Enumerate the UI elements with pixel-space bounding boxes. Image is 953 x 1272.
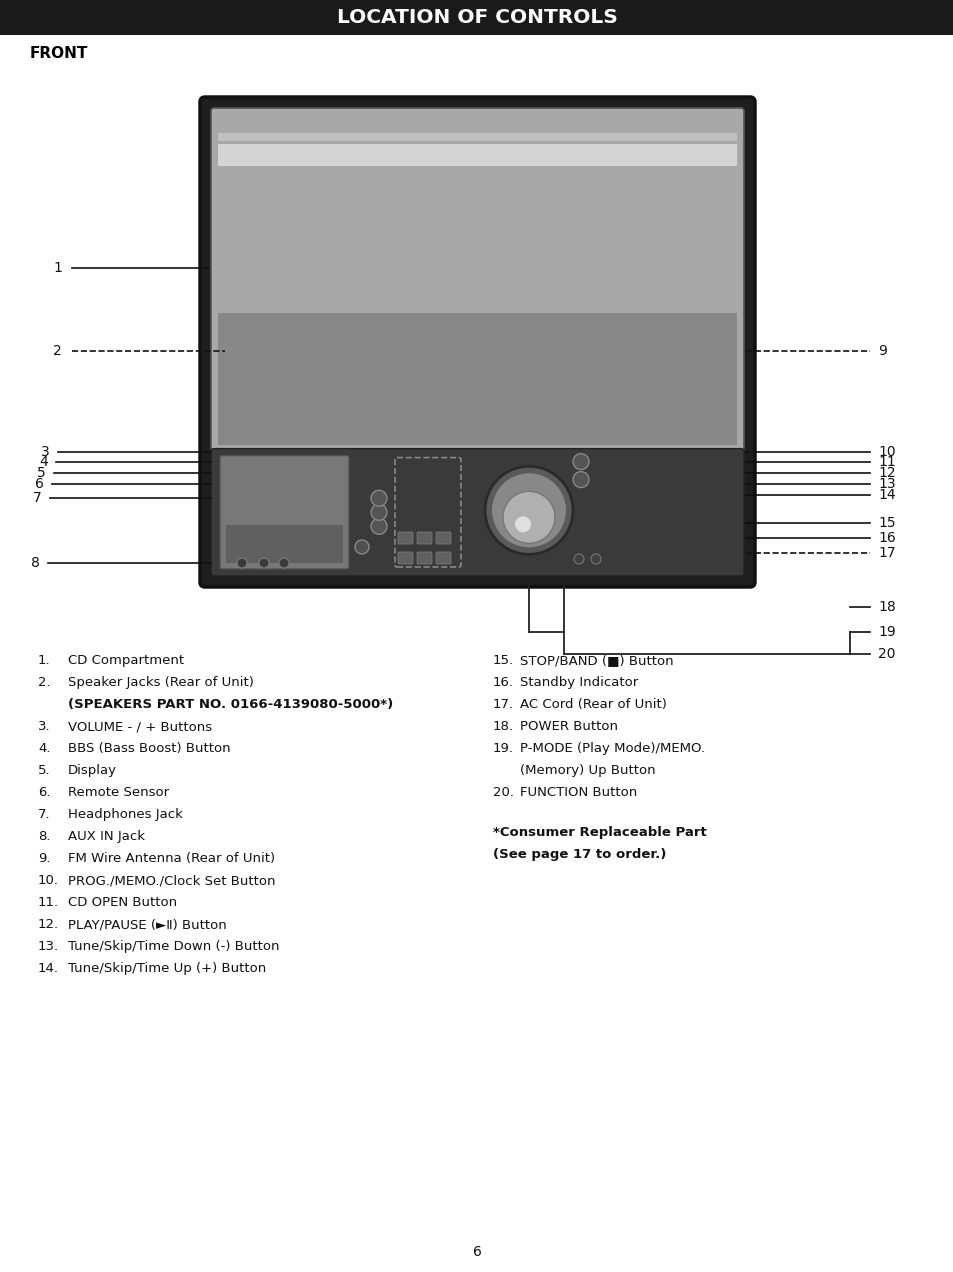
Circle shape [573,472,588,487]
Text: PROG./MEMO./Clock Set Button: PROG./MEMO./Clock Set Button [68,874,275,887]
Text: 14: 14 [877,487,895,501]
Text: 8: 8 [31,556,40,570]
FancyBboxPatch shape [211,108,743,450]
Bar [218,144,737,167]
Text: (See page 17 to order.): (See page 17 to order.) [493,848,666,861]
Text: P-MODE (Play Mode)/MEMO.: P-MODE (Play Mode)/MEMO. [519,742,704,756]
Bar [218,134,737,141]
Text: 5: 5 [37,466,46,480]
Text: Tune/Skip/Time Up (+) Button: Tune/Skip/Time Up (+) Button [68,962,266,976]
Text: 17.: 17. [493,698,514,711]
Text: 3.: 3. [38,720,51,733]
Circle shape [515,516,531,532]
Text: POWER Button: POWER Button [519,720,618,733]
Text: 6: 6 [35,477,44,491]
Text: 10: 10 [877,445,895,459]
Text: 9: 9 [877,343,886,357]
Text: Headphones Jack: Headphones Jack [68,808,183,820]
Text: 16: 16 [877,530,895,544]
Circle shape [492,473,565,547]
Text: 2.: 2. [38,675,51,689]
Text: 12.: 12. [38,918,59,931]
Text: *Consumer Replaceable Part: *Consumer Replaceable Part [493,826,706,840]
Text: 15: 15 [877,516,895,530]
Text: 12: 12 [877,466,895,480]
Text: Display: Display [68,764,117,777]
Text: 11: 11 [877,454,895,468]
Text: 4: 4 [39,454,48,468]
Text: 7.: 7. [38,808,51,820]
Text: 7: 7 [33,491,42,505]
Circle shape [355,541,369,555]
Text: 6.: 6. [38,786,51,799]
Text: 5.: 5. [38,764,51,777]
Text: 2: 2 [53,343,62,357]
Circle shape [236,558,247,569]
Text: 18: 18 [877,600,895,614]
Text: Speaker Jacks (Rear of Unit): Speaker Jacks (Rear of Unit) [68,675,253,689]
Text: CD Compartment: CD Compartment [68,654,184,667]
Text: 13.: 13. [38,940,59,953]
Circle shape [371,504,387,520]
Circle shape [371,518,387,534]
Text: Standby Indicator: Standby Indicator [519,675,638,689]
Text: 6: 6 [472,1245,481,1259]
Text: (Memory) Up Button: (Memory) Up Button [519,764,655,777]
Text: CD OPEN Button: CD OPEN Button [68,895,177,909]
Text: 9.: 9. [38,852,51,865]
Text: 19.: 19. [493,742,514,756]
Text: FRONT: FRONT [30,47,89,61]
Text: FM Wire Antenna (Rear of Unit): FM Wire Antenna (Rear of Unit) [68,852,274,865]
Circle shape [574,555,583,563]
Text: 20.: 20. [493,786,514,799]
FancyBboxPatch shape [436,552,451,563]
Text: LOCATION OF CONTROLS: LOCATION OF CONTROLS [336,8,617,27]
Circle shape [573,454,588,469]
FancyBboxPatch shape [200,97,754,586]
Text: STOP/BAND (■) Button: STOP/BAND (■) Button [519,654,673,667]
Text: 10.: 10. [38,874,59,887]
Text: 8.: 8. [38,831,51,843]
Text: 13: 13 [877,477,895,491]
Circle shape [590,555,600,563]
Text: 11.: 11. [38,895,59,909]
Bar [0,0,953,36]
Text: FUNCTION Button: FUNCTION Button [519,786,637,799]
Text: PLAY/PAUSE (►Ⅱ) Button: PLAY/PAUSE (►Ⅱ) Button [68,918,227,931]
Text: AUX IN Jack: AUX IN Jack [68,831,145,843]
Text: 16.: 16. [493,675,514,689]
Bar [218,313,737,445]
Text: 18.: 18. [493,720,514,733]
Text: 4.: 4. [38,742,51,756]
Text: 14.: 14. [38,962,59,976]
Text: 15.: 15. [493,654,514,667]
Text: 1.: 1. [38,654,51,667]
Bar [226,525,343,563]
Circle shape [484,467,573,555]
Text: 3: 3 [41,445,50,459]
FancyBboxPatch shape [220,455,349,569]
Text: 1: 1 [53,261,62,275]
FancyBboxPatch shape [416,552,432,563]
FancyBboxPatch shape [436,532,451,544]
Text: VOLUME - / + Buttons: VOLUME - / + Buttons [68,720,212,733]
FancyBboxPatch shape [211,449,743,576]
Text: 19: 19 [877,625,895,639]
Circle shape [258,558,269,569]
Text: Remote Sensor: Remote Sensor [68,786,169,799]
FancyBboxPatch shape [416,532,432,544]
Text: BBS (Bass Boost) Button: BBS (Bass Boost) Button [68,742,231,756]
Circle shape [278,558,289,569]
Circle shape [371,490,387,506]
Text: Tune/Skip/Time Down (-) Button: Tune/Skip/Time Down (-) Button [68,940,279,953]
Text: 17: 17 [877,546,895,560]
Text: 20: 20 [877,647,895,661]
FancyBboxPatch shape [397,552,413,563]
Circle shape [502,491,555,543]
Text: (SPEAKERS PART NO. 0166-4139080-5000*): (SPEAKERS PART NO. 0166-4139080-5000*) [68,698,393,711]
FancyBboxPatch shape [397,532,413,544]
Text: AC Cord (Rear of Unit): AC Cord (Rear of Unit) [519,698,666,711]
